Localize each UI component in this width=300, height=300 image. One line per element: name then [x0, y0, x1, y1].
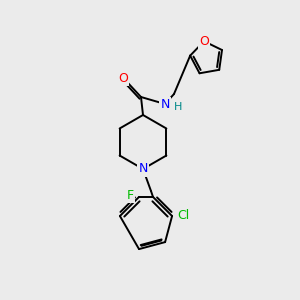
Text: N: N — [138, 163, 148, 176]
Text: N: N — [160, 98, 170, 110]
Text: Cl: Cl — [177, 208, 189, 221]
Text: O: O — [118, 71, 128, 85]
Text: H: H — [174, 102, 182, 112]
Text: F: F — [126, 189, 134, 203]
Text: O: O — [199, 35, 209, 48]
